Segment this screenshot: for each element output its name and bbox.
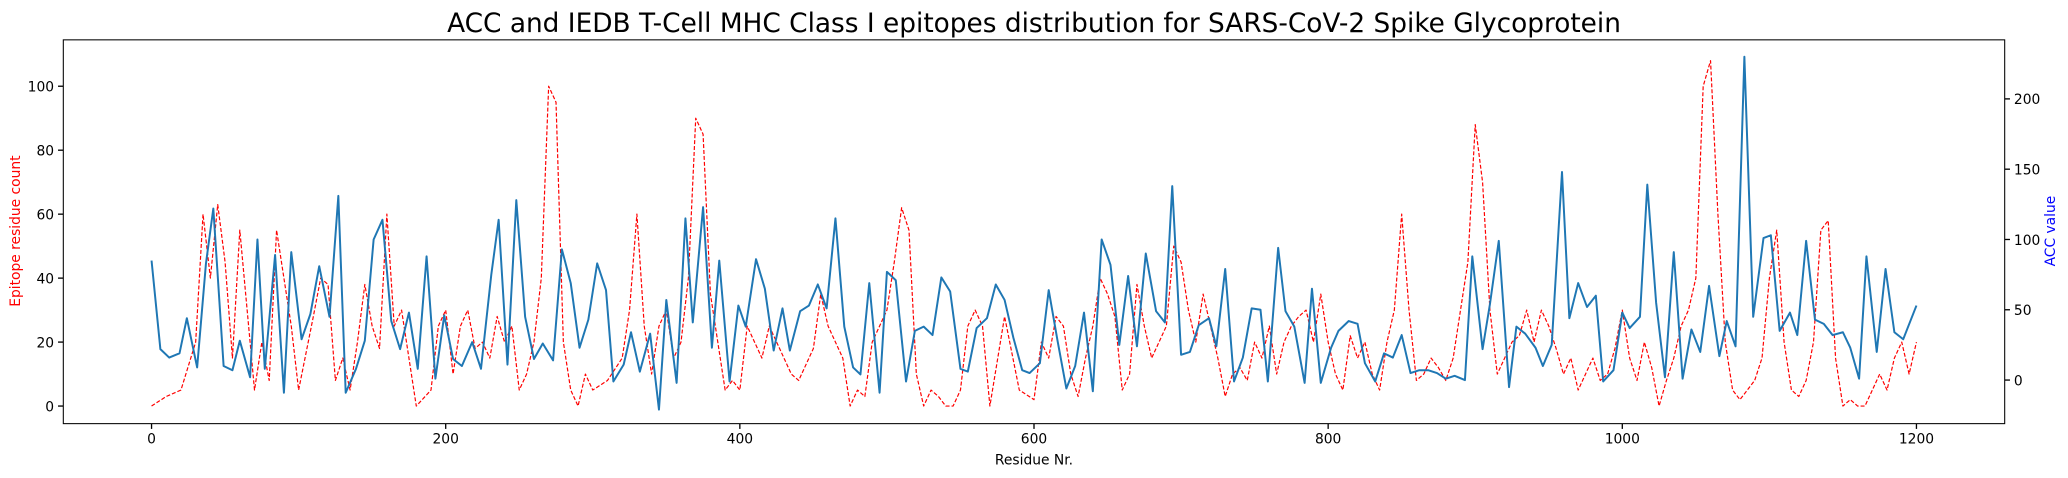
y2-tick-label: 200 [2014,92,2040,108]
y-tick-label: 40 [36,271,54,287]
y-tick-label: 0 [45,399,54,415]
x-tick-label: 1000 [1605,431,1640,447]
y2-tick-label: 0 [2014,373,2023,389]
y-tick-label: 100 [28,80,54,96]
series-line [150,55,1918,411]
series-line [151,60,1918,407]
y-axis-label: Epitope residue count [8,155,24,307]
y2-tick-label: 50 [2014,303,2032,319]
x-tick-label: 400 [727,431,753,447]
y-tick-label: 60 [36,207,54,223]
y2-tick-label: 100 [2014,233,2040,249]
x-tick-label: 800 [1315,431,1341,447]
x-axis-label: Residue Nr. [995,453,1073,469]
plot-frame [62,39,2006,425]
chart-title: ACC and IEDB T-Cell MHC Class I epitopes… [447,9,1621,39]
x-tick-label: 600 [1021,431,1047,447]
y2-axis-label: ACC value [2043,196,2059,267]
x-tick-label: 1200 [1899,431,1934,447]
x-tick-label: 0 [147,431,156,447]
y-tick-label: 80 [36,143,54,159]
y-tick-label: 20 [36,335,54,351]
y2-tick-label: 150 [2014,162,2040,178]
x-tick-label: 200 [432,431,458,447]
